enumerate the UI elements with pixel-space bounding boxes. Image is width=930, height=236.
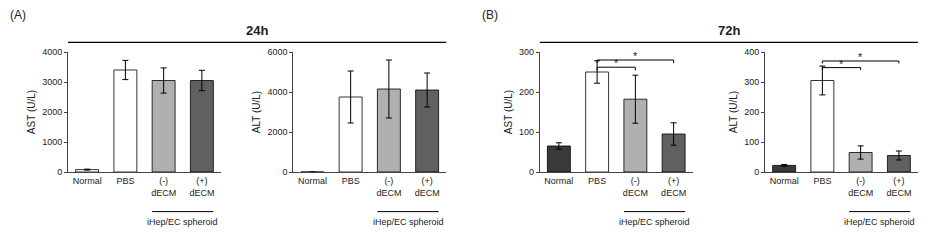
svg-text:(A): (A) (10, 8, 26, 22)
svg-text:0: 0 (529, 167, 534, 177)
svg-text:1000: 1000 (42, 137, 62, 147)
svg-text:(+)dECM: (+)dECM (886, 176, 911, 198)
svg-text:300: 300 (519, 47, 534, 57)
svg-text:2000: 2000 (42, 107, 62, 117)
svg-text:iHep/EC spheroid: iHep/EC spheroid (147, 217, 218, 227)
svg-text:AST (U/L): AST (U/L) (503, 90, 514, 134)
svg-text:*: * (614, 57, 619, 69)
svg-text:*: * (839, 58, 844, 70)
svg-text:Normal: Normal (770, 176, 799, 186)
svg-text:24h: 24h (246, 23, 268, 38)
svg-text:(+)dECM: (+)dECM (661, 176, 686, 198)
svg-text:100: 100 (744, 137, 759, 147)
svg-text:4000: 4000 (267, 87, 287, 97)
svg-text:0: 0 (754, 167, 759, 177)
svg-text:PBS: PBS (342, 176, 360, 186)
svg-text:3000: 3000 (42, 77, 62, 87)
svg-text:(-)dECM: (-)dECM (151, 176, 176, 198)
svg-text:(B): (B) (482, 8, 498, 22)
svg-text:Normal: Normal (544, 176, 573, 186)
svg-text:400: 400 (744, 47, 759, 57)
svg-text:(-)dECM: (-)dECM (848, 176, 873, 198)
svg-text:*: * (633, 50, 638, 62)
svg-text:PBS: PBS (588, 176, 606, 186)
svg-text:PBS: PBS (116, 176, 134, 186)
svg-text:iHep/EC spheroid: iHep/EC spheroid (373, 217, 444, 227)
svg-text:iHep/EC spheroid: iHep/EC spheroid (619, 217, 690, 227)
svg-text:ALT (U/L): ALT (U/L) (251, 91, 262, 133)
svg-text:300: 300 (744, 77, 759, 87)
svg-text:*: * (858, 51, 863, 63)
svg-text:PBS: PBS (813, 176, 831, 186)
svg-text:Normal: Normal (298, 176, 327, 186)
svg-text:iHep/EC spheroid: iHep/EC spheroid (844, 217, 915, 227)
svg-text:(+)dECM: (+)dECM (189, 176, 214, 198)
svg-text:6000: 6000 (267, 47, 287, 57)
svg-text:100: 100 (519, 127, 534, 137)
svg-text:200: 200 (519, 87, 534, 97)
svg-text:(+)dECM: (+)dECM (415, 176, 440, 198)
svg-text:AST (U/L): AST (U/L) (26, 90, 37, 134)
svg-text:72h: 72h (718, 23, 740, 38)
svg-text:4000: 4000 (42, 47, 62, 57)
svg-text:200: 200 (744, 107, 759, 117)
svg-text:(-)dECM: (-)dECM (623, 176, 648, 198)
svg-text:(-)dECM: (-)dECM (376, 176, 401, 198)
svg-text:ALT (U/L): ALT (U/L) (728, 91, 739, 133)
svg-text:0: 0 (282, 167, 287, 177)
svg-text:0: 0 (57, 167, 62, 177)
svg-text:2000: 2000 (267, 127, 287, 137)
svg-text:Normal: Normal (73, 176, 102, 186)
